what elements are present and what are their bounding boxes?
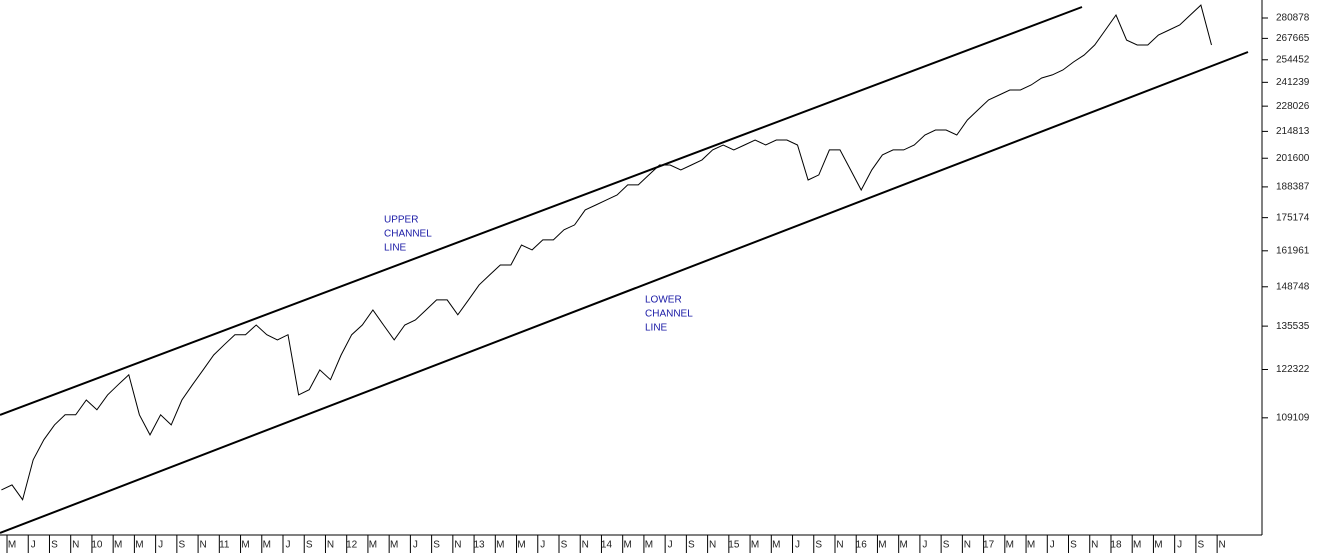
y-tick-label: 254452 bbox=[1276, 54, 1310, 65]
price-line bbox=[1, 4, 1212, 501]
y-tick-label: 109109 bbox=[1276, 412, 1310, 423]
y-tick-label: 175174 bbox=[1276, 212, 1310, 223]
y-tick-label: 241239 bbox=[1276, 77, 1310, 88]
x-tick-label: 15 bbox=[728, 540, 740, 551]
y-tick-label: 214813 bbox=[1276, 126, 1310, 137]
x-tick-label: N bbox=[964, 540, 971, 551]
x-tick-label: J bbox=[413, 540, 418, 551]
x-tick-label: M bbox=[772, 540, 780, 551]
x-tick-label: M bbox=[241, 540, 249, 551]
x-tick-label: 18 bbox=[1110, 540, 1122, 551]
x-tick-label: J bbox=[922, 540, 927, 551]
x-tick-label: N bbox=[582, 540, 589, 551]
x-tick-label: M bbox=[8, 540, 16, 551]
x-tick-label: N bbox=[1219, 540, 1226, 551]
x-tick-label: S bbox=[561, 540, 568, 551]
annotation-text: LINE bbox=[645, 323, 668, 334]
x-tick-label: M bbox=[1154, 540, 1162, 551]
x-tick-label: N bbox=[72, 540, 79, 551]
x-tick-label: 13 bbox=[474, 540, 486, 551]
annotation-text: UPPER bbox=[384, 215, 418, 226]
x-tick-label: M bbox=[900, 540, 908, 551]
lower-channel-line bbox=[0, 51, 1249, 534]
y-tick-label: 135535 bbox=[1276, 321, 1310, 332]
x-tick-label: M bbox=[624, 540, 632, 551]
x-tick-label: M bbox=[751, 540, 759, 551]
x-tick-label: M bbox=[878, 540, 886, 551]
x-tick-label: M bbox=[645, 540, 653, 551]
upper-channel-line bbox=[0, 6, 1083, 416]
x-tick-label: 17 bbox=[983, 540, 995, 551]
x-tick-label: N bbox=[199, 540, 206, 551]
x-tick-label: M bbox=[1006, 540, 1014, 551]
x-tick-label: J bbox=[158, 540, 163, 551]
x-tick-label: 16 bbox=[856, 540, 868, 551]
annotation-text: LOWER bbox=[645, 295, 682, 306]
x-tick-label: M bbox=[114, 540, 122, 551]
y-tick-label: 228026 bbox=[1276, 101, 1310, 112]
x-tick-label: M bbox=[1133, 540, 1141, 551]
x-tick-label: S bbox=[1198, 540, 1205, 551]
x-tick-label: 12 bbox=[346, 540, 358, 551]
x-tick-label: M bbox=[496, 540, 504, 551]
annotation: LOWER CHANNEL LINE bbox=[645, 295, 693, 334]
y-tick-label: 201600 bbox=[1276, 153, 1310, 164]
x-tick-label: 10 bbox=[91, 540, 103, 551]
x-tick-label: S bbox=[306, 540, 313, 551]
x-tick-label: S bbox=[943, 540, 950, 551]
x-tick-label: 14 bbox=[601, 540, 613, 551]
x-tick-label: M bbox=[369, 540, 377, 551]
x-tick-label: J bbox=[1050, 540, 1055, 551]
x-tick-label: S bbox=[1070, 540, 1077, 551]
x-tick-label: J bbox=[1177, 540, 1182, 551]
x-tick-label: 11 bbox=[219, 540, 230, 551]
x-tick-label: J bbox=[540, 540, 545, 551]
x-tick-label: N bbox=[836, 540, 843, 551]
annotation-text: LINE bbox=[384, 243, 407, 254]
x-tick-label: N bbox=[1091, 540, 1098, 551]
annotation-text: CHANNEL bbox=[645, 309, 693, 320]
y-tick-label: 280878 bbox=[1276, 13, 1310, 24]
y-tick-label: 122322 bbox=[1276, 364, 1310, 375]
annotation-text: CHANNEL bbox=[384, 229, 432, 240]
x-tick-label: S bbox=[179, 540, 186, 551]
x-tick-label: M bbox=[263, 540, 271, 551]
x-tick-label: N bbox=[327, 540, 334, 551]
x-tick-label: M bbox=[390, 540, 398, 551]
x-tick-label: N bbox=[454, 540, 461, 551]
x-tick-label: J bbox=[31, 540, 36, 551]
x-tick-label: S bbox=[433, 540, 440, 551]
x-tick-label: J bbox=[668, 540, 673, 551]
x-tick-label: M bbox=[135, 540, 143, 551]
y-tick-label: 148748 bbox=[1276, 281, 1310, 292]
x-tick-label: J bbox=[286, 540, 291, 551]
x-tick-label: S bbox=[688, 540, 695, 551]
x-tick-label: J bbox=[795, 540, 800, 551]
y-tick-label: 161961 bbox=[1276, 245, 1310, 256]
x-tick-label: S bbox=[815, 540, 822, 551]
y-tick-label: 188387 bbox=[1276, 182, 1310, 193]
x-tick-label: M bbox=[1027, 540, 1035, 551]
x-tick-label: N bbox=[709, 540, 716, 551]
x-tick-label: S bbox=[51, 540, 58, 551]
annotation: UPPER CHANNEL LINE bbox=[384, 215, 432, 254]
y-tick-label: 267665 bbox=[1276, 33, 1310, 44]
x-tick-label: M bbox=[517, 540, 525, 551]
